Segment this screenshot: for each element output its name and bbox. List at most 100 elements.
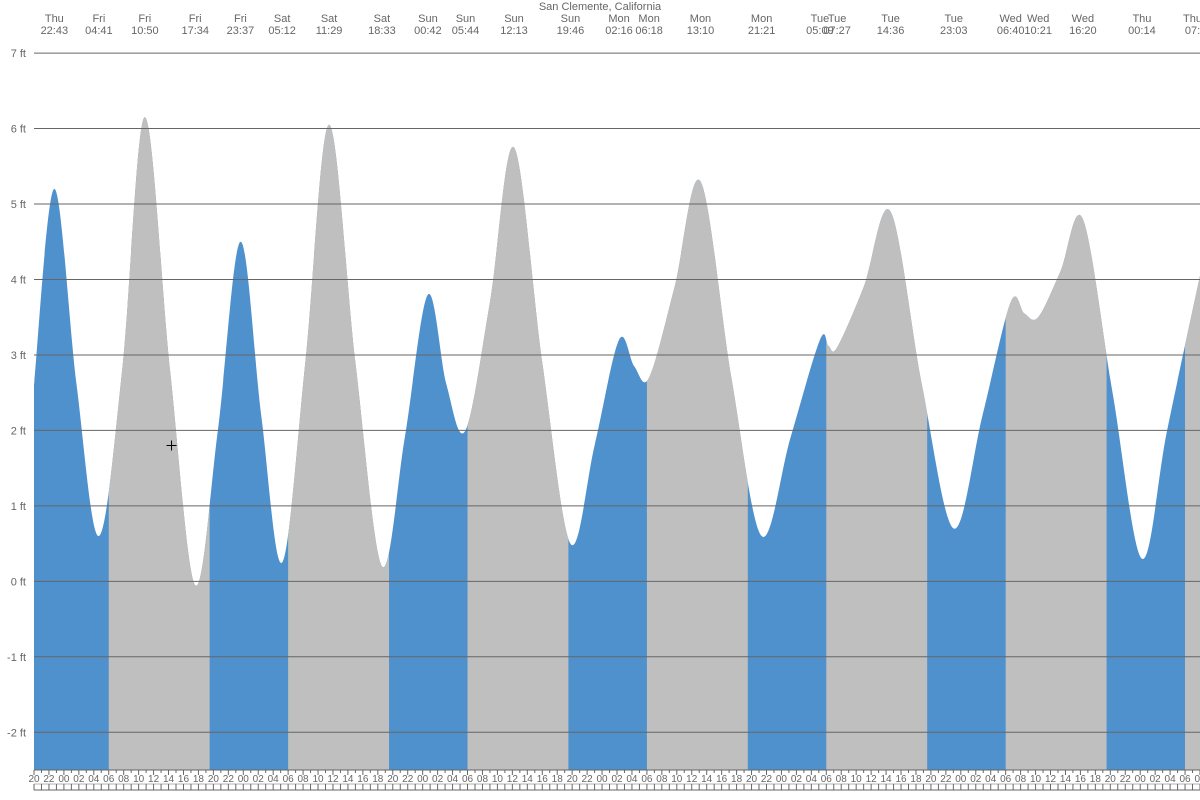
x-tick-label: 08 — [118, 774, 130, 785]
extreme-day-label: Fri — [234, 13, 247, 25]
extreme-day-label: Mon — [608, 13, 629, 25]
x-tick-label: 20 — [28, 774, 40, 785]
extreme-day-label: Tue — [944, 13, 963, 25]
x-tick-label: 16 — [895, 774, 907, 785]
extreme-time-label: 00:14 — [1128, 25, 1156, 37]
extreme-time-label: 13:10 — [687, 25, 715, 37]
x-tick-label: 16 — [537, 774, 549, 785]
x-tick-label: 02 — [970, 774, 982, 785]
x-tick-label: 00 — [238, 774, 250, 785]
x-tick-label: 14 — [522, 774, 534, 785]
x-tick-label: 02 — [1150, 774, 1162, 785]
extreme-day-label: Sun — [504, 13, 524, 25]
x-tick-label: 12 — [507, 774, 519, 785]
x-tick-label: 10 — [492, 774, 504, 785]
x-tick-label: 10 — [312, 774, 324, 785]
extreme-time-label: 05:44 — [452, 25, 480, 37]
x-tick-label: 22 — [761, 774, 773, 785]
x-tick-label: 06 — [283, 774, 295, 785]
x-tick-label: 12 — [866, 774, 878, 785]
x-tick-label: 04 — [806, 774, 818, 785]
extreme-time-label: 16:20 — [1069, 25, 1097, 37]
x-tick-label: 20 — [746, 774, 758, 785]
extreme-day-label: Thu — [1183, 13, 1200, 25]
x-tick-label: 20 — [387, 774, 399, 785]
x-tick-label: 04 — [985, 774, 997, 785]
x-tick-label: 18 — [910, 774, 922, 785]
x-tick-label: 22 — [582, 774, 594, 785]
x-tick-label: 22 — [1120, 774, 1132, 785]
extreme-day-label: Sat — [274, 13, 291, 25]
extreme-time-label: 06:40 — [997, 25, 1025, 37]
x-tick-label: 00 — [1135, 774, 1147, 785]
x-tick-label: 14 — [701, 774, 713, 785]
extreme-day-label: Fri — [189, 13, 202, 25]
x-tick-label: 12 — [148, 774, 160, 785]
x-tick-label: 22 — [223, 774, 235, 785]
x-tick-label: 20 — [925, 774, 937, 785]
x-tick-label: 06 — [1000, 774, 1012, 785]
extreme-day-label: Mon — [751, 13, 772, 25]
x-tick-label: 22 — [940, 774, 952, 785]
extreme-time-label: 11:29 — [316, 25, 343, 37]
extreme-time-label: 19:46 — [557, 25, 585, 37]
y-tick-label: 1 ft — [11, 501, 26, 513]
x-tick-label: 08 — [836, 774, 848, 785]
x-tick-label: 02 — [611, 774, 623, 785]
y-tick-label: 2 ft — [11, 425, 26, 437]
extreme-time-label: 07:27 — [823, 25, 851, 37]
extreme-time-label: 00:42 — [414, 25, 442, 37]
x-tick-label: 06 — [641, 774, 653, 785]
x-tick-label: 08 — [1194, 774, 1200, 785]
x-tick-label: 02 — [791, 774, 803, 785]
extreme-day-label: Sun — [456, 13, 476, 25]
x-tick-label: 16 — [1075, 774, 1087, 785]
x-tick-label: 14 — [342, 774, 354, 785]
x-tick-label: 18 — [193, 774, 205, 785]
extreme-day-label: Tue — [828, 13, 847, 25]
x-tick-label: 12 — [686, 774, 698, 785]
x-tick-label: 04 — [626, 774, 638, 785]
extreme-day-label: Mon — [690, 13, 711, 25]
extreme-day-label: Fri — [138, 13, 151, 25]
x-tick-label: 18 — [552, 774, 564, 785]
extreme-day-label: Wed — [999, 13, 1021, 25]
x-tick-label: 18 — [731, 774, 743, 785]
x-tick-label: 00 — [776, 774, 788, 785]
extreme-day-label: Sun — [418, 13, 438, 25]
x-tick-label: 08 — [477, 774, 489, 785]
x-tick-label: 20 — [1105, 774, 1117, 785]
y-tick-label: 4 ft — [11, 274, 26, 286]
x-tick-label: 06 — [821, 774, 833, 785]
extreme-time-label: 22:43 — [41, 25, 69, 37]
x-tick-label: 00 — [596, 774, 608, 785]
x-tick-label: 16 — [178, 774, 190, 785]
extreme-time-label: 04:41 — [85, 25, 113, 37]
x-tick-label: 02 — [73, 774, 85, 785]
x-tick-label: 08 — [656, 774, 668, 785]
x-tick-label: 04 — [88, 774, 100, 785]
x-tick-label: 16 — [357, 774, 369, 785]
extreme-day-label: Sat — [374, 13, 391, 25]
extreme-time-label: 21:21 — [748, 25, 776, 37]
extreme-day-label: Fri — [92, 13, 105, 25]
x-tick-label: 20 — [567, 774, 579, 785]
y-tick-label: -1 ft — [7, 652, 26, 664]
x-tick-label: 08 — [1015, 774, 1027, 785]
tide-chart-svg: -2 ft-1 ft0 ft1 ft2 ft3 ft4 ft5 ft6 ft7 … — [0, 0, 1200, 800]
extreme-day-label: Mon — [638, 13, 659, 25]
extreme-day-label: Wed — [1027, 13, 1049, 25]
x-tick-label: 04 — [1165, 774, 1177, 785]
x-tick-label: 08 — [298, 774, 310, 785]
x-tick-label: 18 — [372, 774, 384, 785]
y-tick-label: 3 ft — [11, 350, 26, 362]
y-tick-label: 6 ft — [11, 124, 26, 136]
y-tick-label: -2 ft — [7, 727, 26, 739]
x-tick-label: 00 — [58, 774, 70, 785]
x-tick-label: 10 — [671, 774, 683, 785]
extreme-time-label: 18:33 — [368, 25, 396, 37]
x-tick-label: 02 — [432, 774, 444, 785]
x-tick-label: 12 — [327, 774, 339, 785]
extreme-time-label: 14:36 — [877, 25, 905, 37]
extreme-time-label: 10:21 — [1024, 25, 1052, 37]
